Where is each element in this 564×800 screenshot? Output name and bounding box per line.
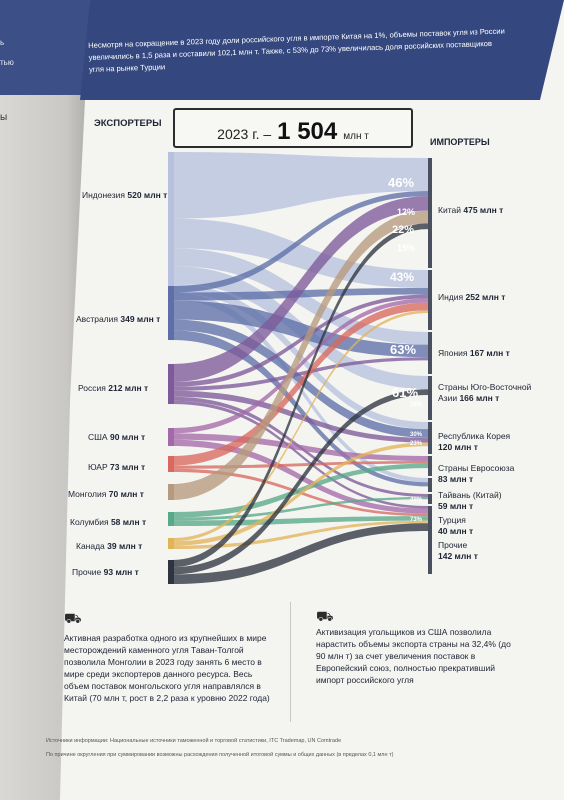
- importers-heading: ИМПОРТЕРЫ: [430, 137, 490, 147]
- exporter-node: [168, 152, 174, 300]
- exporter-node: [168, 484, 174, 500]
- flow-band: [172, 442, 428, 546]
- flow-band: [172, 223, 428, 568]
- importer-label: Китай 475 млн т: [438, 205, 504, 215]
- flow-band: [172, 310, 428, 542]
- share-label: 30%: [410, 432, 423, 438]
- flow-band: [172, 191, 428, 293]
- share-label: 73%: [410, 517, 423, 523]
- total-value: 1 504: [277, 118, 338, 145]
- flow-band: [172, 520, 428, 549]
- importer-label: Страны Евросоюза 83 млн т: [438, 463, 515, 484]
- flow-band: [172, 390, 428, 443]
- importer-label: Индия 252 млн т: [438, 292, 506, 302]
- total-box: 2023 г. – 1 504 млн т: [173, 108, 413, 148]
- share-label: 16%: [410, 402, 423, 408]
- exporter-label: Канада 39 млн т: [76, 541, 143, 551]
- exporter-label: Австралия 349 млн т: [76, 314, 161, 324]
- flow-band: [172, 319, 428, 438]
- left-page-text-fragment: ь: [0, 38, 5, 47]
- importer-label: Республика Корея 120 млн т: [438, 431, 511, 452]
- total-year: 2023 г. –: [217, 126, 272, 142]
- left-page-text-fragment: тью: [0, 58, 14, 67]
- exporter-node: [168, 560, 174, 584]
- importer-node: [428, 456, 432, 476]
- sankey-nodes: [168, 152, 432, 584]
- exporter-label: Индонезия 520 млн т: [82, 190, 168, 200]
- sankey-flows: [172, 152, 428, 584]
- coal-cart-icon: ⛟: [316, 608, 334, 624]
- exporter-label: Монголия 70 млн т: [68, 489, 144, 499]
- importer-node: [428, 158, 432, 268]
- exporter-label: Колумбия 58 млн т: [70, 517, 147, 527]
- importer-node: [428, 376, 432, 420]
- exporter-node: [168, 512, 174, 526]
- importer-node: [428, 494, 432, 504]
- exporter-node: [168, 286, 174, 340]
- exporter-label: Прочие 93 млн т: [72, 567, 139, 577]
- importer-label: Турция 40 млн т: [438, 515, 474, 536]
- flow-band: [172, 298, 428, 434]
- flow-band: [172, 439, 428, 514]
- flow-band: [172, 330, 428, 487]
- exporter-node: [168, 456, 174, 472]
- flow-band: [172, 463, 428, 518]
- flow-band: [172, 523, 428, 584]
- importer-node: [428, 422, 432, 454]
- share-label: 23%: [410, 441, 423, 447]
- importer-node: [428, 270, 432, 330]
- exporter-node: [168, 428, 174, 446]
- share-label: 61%: [392, 385, 419, 400]
- share-label: 15%: [397, 243, 416, 253]
- exporter-node: [168, 538, 174, 549]
- flow-band: [172, 300, 428, 358]
- importer-label: Страны Юго-Восточной Азии 166 млн т: [438, 382, 532, 403]
- left-page-header-band: [0, 0, 95, 95]
- header-band: [80, 0, 564, 100]
- importer-label: Прочие 142 млн т: [438, 540, 478, 561]
- note-mongolia: Активная разработка одного из крупнейших…: [64, 633, 270, 703]
- note-usa: Активизация угольщиков из США позволила …: [316, 627, 511, 685]
- exporters-heading: ЭКСПОРТЕРЫ: [94, 118, 162, 129]
- share-label: 49%: [410, 497, 423, 503]
- flow-band: [172, 196, 428, 382]
- footnote: Источники информации: Национальные источ…: [46, 738, 342, 744]
- importer-node: [428, 332, 432, 374]
- footnote: По причине округления при суммировании в…: [46, 752, 394, 758]
- flow-band: [172, 302, 428, 466]
- importer-label: Тайвань (Китай) 59 млн т: [438, 490, 502, 511]
- total-unit: млн т: [343, 131, 369, 142]
- importer-node: [428, 478, 432, 492]
- share-label: 22%: [392, 224, 415, 236]
- share-label: 43%: [390, 270, 415, 284]
- flow-band: [172, 389, 428, 575]
- flow-band: [172, 357, 428, 391]
- coal-cart-icon: ⛟: [64, 610, 82, 626]
- flow-band: [172, 497, 428, 521]
- share-label: 63%: [390, 342, 417, 357]
- importer-label: Япония 167 млн т: [438, 348, 510, 358]
- flow-band: [172, 516, 428, 526]
- exporter-label: ЮАР 73 млн т: [88, 462, 146, 472]
- flow-band: [172, 400, 428, 509]
- share-label: 12%: [397, 207, 416, 217]
- exporter-label: Россия 212 млн т: [78, 383, 149, 393]
- flow-band: [172, 152, 428, 219]
- flow-band: [172, 294, 428, 387]
- flow-band: [172, 218, 428, 288]
- importer-node: [428, 506, 432, 574]
- flow-band: [172, 210, 428, 501]
- exporter-node: [168, 364, 174, 404]
- divider: [290, 602, 291, 722]
- left-page-text-fragment: ы: [0, 112, 8, 123]
- exporter-label: США 90 млн т: [88, 432, 146, 442]
- share-label: 46%: [388, 175, 415, 190]
